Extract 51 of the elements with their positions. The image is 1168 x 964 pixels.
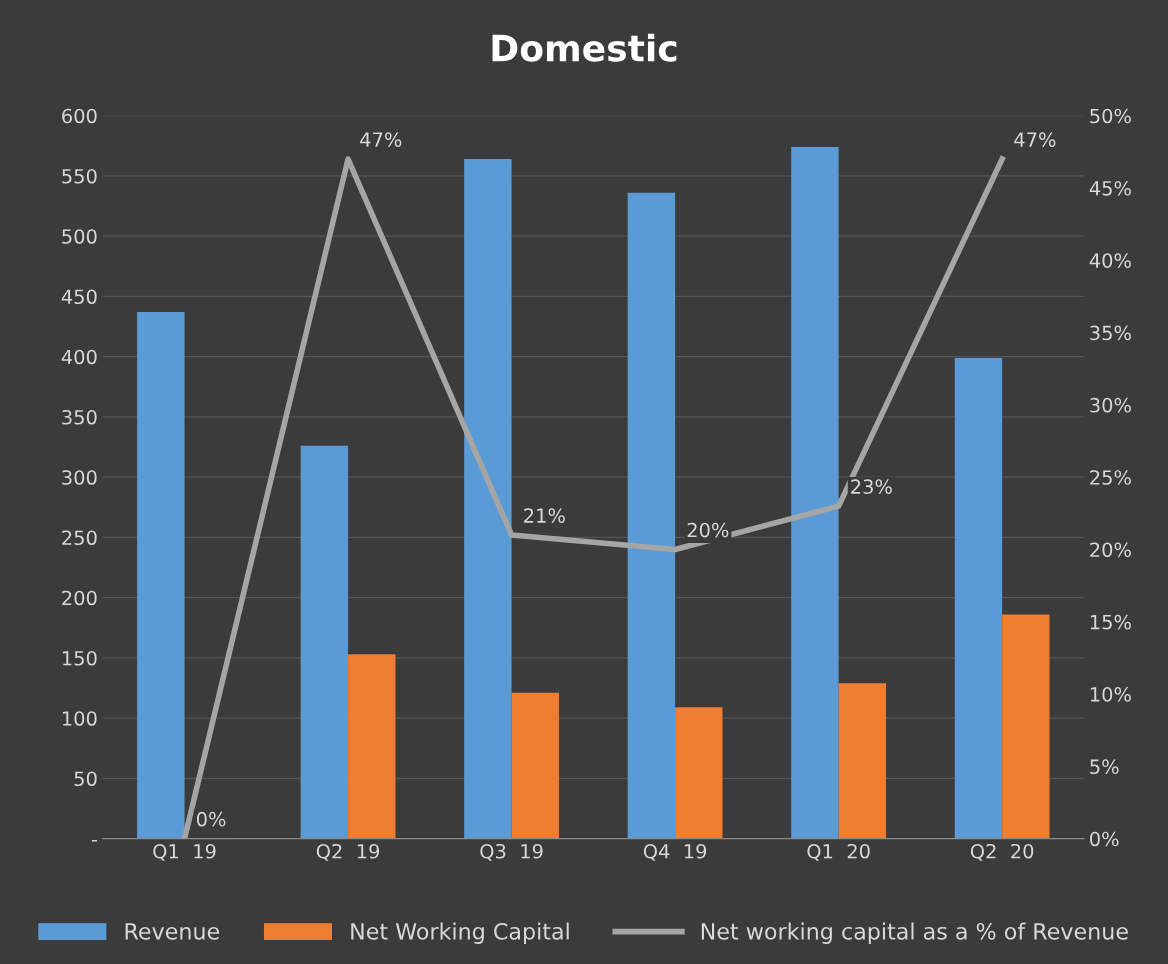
y2-tick-label: 25% [1090, 470, 1131, 485]
data-label: 20% [687, 522, 729, 538]
y-tick-label: 350 [62, 409, 97, 425]
y2-tick-label: 10% [1090, 687, 1131, 702]
chart-title: Domestic [492, 33, 677, 62]
legend-label: Net Working Capital [351, 922, 569, 944]
y2-tick-label: 45% [1089, 180, 1131, 196]
y2-tick-label: 5% [1090, 759, 1119, 775]
x-tick-label: Q2 19 [316, 843, 380, 861]
y-tick-label: 150 [62, 650, 97, 666]
x-tick-label: Q1 19 [153, 843, 216, 861]
bar [348, 654, 396, 839]
x-tick-label: Q2 20 [970, 843, 1034, 861]
legend-label: Net working capital as a % of Revenue [701, 922, 1128, 944]
data-label: 21% [524, 508, 565, 523]
y-tick-label: 450 [61, 289, 97, 305]
data-label: 23% [851, 479, 892, 494]
y-tick-label: 600 [62, 108, 97, 124]
y2-tick-label: 30% [1090, 397, 1131, 413]
y-tick-label: - [91, 839, 97, 842]
bar [464, 159, 512, 839]
y2-tick-label: 20% [1090, 542, 1131, 558]
bar [838, 683, 887, 839]
y-tick-label: 50 [74, 771, 97, 787]
y2-tick-label: 15% [1090, 614, 1131, 630]
bar [137, 312, 185, 839]
bar [675, 707, 723, 839]
bar [791, 147, 839, 839]
y-tick-label: 300 [62, 470, 97, 485]
y-tick-label: 200 [62, 590, 97, 606]
y2-tick-label: 40% [1089, 253, 1131, 268]
y2-tick-label: 50% [1090, 108, 1131, 124]
data-label: 0% [196, 811, 226, 827]
x-tick-label: Q1 20 [807, 843, 870, 861]
bar [1002, 614, 1050, 839]
data-label: 47% [1014, 132, 1056, 147]
y-tick-label: 550 [62, 168, 97, 184]
bar [511, 692, 559, 839]
y-tick-label: 400 [61, 349, 97, 365]
bar [627, 192, 676, 839]
bar [300, 445, 349, 839]
data-label: 47% [360, 132, 402, 147]
legend-label: Revenue [125, 923, 220, 940]
x-tick-label: Q3 19 [480, 843, 543, 861]
x-tick-label: Q4 19 [643, 843, 707, 861]
y-tick-label: 500 [62, 229, 97, 244]
bar [954, 357, 1003, 839]
y2-tick-label: 35% [1090, 325, 1131, 341]
y2-tick-label: 0% [1090, 831, 1119, 847]
y-tick-label: 100 [62, 711, 97, 726]
y-tick-label: 250 [62, 530, 97, 546]
